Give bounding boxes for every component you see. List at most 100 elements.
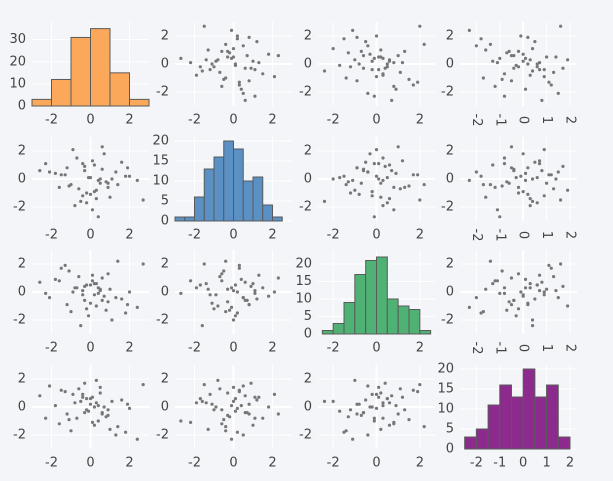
scatter-point	[85, 408, 89, 412]
scatter-point	[552, 275, 556, 279]
scatter-point	[135, 178, 139, 182]
scatter-point	[377, 162, 381, 166]
y-tick-label: 20	[152, 134, 169, 149]
scatter-point	[98, 289, 102, 293]
x-tick-label: -2	[327, 341, 340, 356]
x-tick-label: 0	[229, 456, 237, 471]
scatter-point	[342, 174, 346, 178]
scatter-point	[544, 287, 549, 291]
scatter-point	[392, 61, 396, 65]
scatter-point	[526, 166, 530, 170]
scatter-point	[519, 290, 523, 294]
y-tick-label: 0	[304, 327, 312, 342]
x-tick-label: 0	[372, 113, 380, 128]
scatter-point	[79, 324, 83, 328]
scatter-point	[233, 409, 238, 413]
scatter-point	[374, 392, 379, 396]
scatter-point	[216, 58, 220, 62]
scatter-point	[370, 59, 374, 63]
y-tick-label: 10	[9, 76, 26, 91]
scatter-point	[383, 164, 387, 168]
scatter-point	[116, 425, 120, 429]
scatter-point	[385, 201, 389, 205]
scatter-point	[220, 279, 224, 283]
scatter-point	[561, 164, 565, 168]
scatter-point	[189, 420, 193, 424]
scatter-point	[53, 404, 58, 408]
histogram-bar	[557, 436, 571, 450]
x-tick-label: -2	[469, 229, 484, 242]
scatter-point	[377, 68, 381, 72]
scatter-point	[229, 404, 234, 408]
scatter-point	[218, 387, 222, 391]
scatter-point	[507, 49, 511, 54]
scatter-point	[398, 70, 402, 74]
scatter-point	[249, 66, 253, 70]
x-tick-label: -2	[188, 456, 201, 471]
scatter-point	[90, 159, 95, 163]
x-tick-label: 1	[539, 116, 554, 124]
scatter-point	[523, 87, 528, 91]
scatter-point	[83, 411, 87, 415]
scatter-point	[364, 160, 368, 164]
scatter-point	[512, 66, 516, 70]
scatter-point	[224, 429, 228, 433]
y-tick-label: 5	[161, 194, 169, 209]
y-tick-label: 15	[152, 154, 169, 169]
scatter-point	[108, 427, 112, 431]
scatter-point	[396, 145, 400, 149]
scatter-point	[210, 402, 214, 406]
scatter-point	[467, 305, 471, 309]
scatter-point	[90, 279, 95, 283]
scatter-point	[106, 181, 110, 185]
scatter-point	[566, 58, 570, 62]
scatter-point	[547, 80, 551, 84]
scatter-point	[83, 164, 87, 168]
scatter-point	[526, 62, 530, 66]
scatter-point	[243, 280, 247, 284]
scatter-point	[77, 275, 81, 279]
scatter-point	[372, 416, 376, 420]
scatter-point	[322, 69, 327, 73]
scatter-point	[514, 176, 518, 180]
scatter-point	[241, 44, 245, 48]
scatter-point	[416, 390, 420, 394]
scatter-point	[368, 52, 372, 56]
scatter-point	[505, 180, 509, 184]
x-tick-label: 0	[516, 116, 531, 124]
scatter-point	[355, 35, 359, 40]
scatter-point	[81, 395, 85, 399]
scatter-point	[179, 291, 183, 295]
y-tick-label: 0	[446, 172, 454, 187]
scatter-point	[385, 397, 389, 401]
histogram-bar	[386, 298, 399, 335]
scatter-point	[106, 185, 110, 189]
scatter-point	[372, 215, 376, 219]
scatter-point	[493, 84, 497, 88]
scatter-point	[366, 170, 370, 174]
scatter-point	[500, 269, 504, 273]
scatter-point	[377, 395, 381, 399]
scatter-point	[226, 55, 230, 59]
x-tick-label: 0	[86, 113, 94, 128]
scatter-point	[200, 69, 204, 73]
x-tick-label: -2	[45, 341, 58, 356]
scatter-point	[245, 54, 249, 58]
scatter-point	[233, 62, 238, 66]
scatter-point	[394, 171, 398, 175]
scatter-point	[493, 279, 497, 283]
scatter-point	[516, 49, 521, 54]
y-tick-label: 5	[304, 309, 312, 324]
scatter-point	[542, 148, 546, 152]
scatter-point	[220, 272, 224, 276]
scatter-point	[537, 289, 542, 293]
scatter-point	[114, 170, 118, 174]
x-tick-label: -2	[469, 114, 484, 127]
scatter-point	[194, 73, 199, 77]
scatter-point	[96, 215, 100, 219]
scatter-point	[73, 401, 77, 405]
scatter-point	[212, 307, 216, 311]
scatter-point	[338, 409, 342, 413]
x-tick-label: -1	[492, 342, 507, 355]
y-tick-label: 2	[18, 144, 26, 159]
